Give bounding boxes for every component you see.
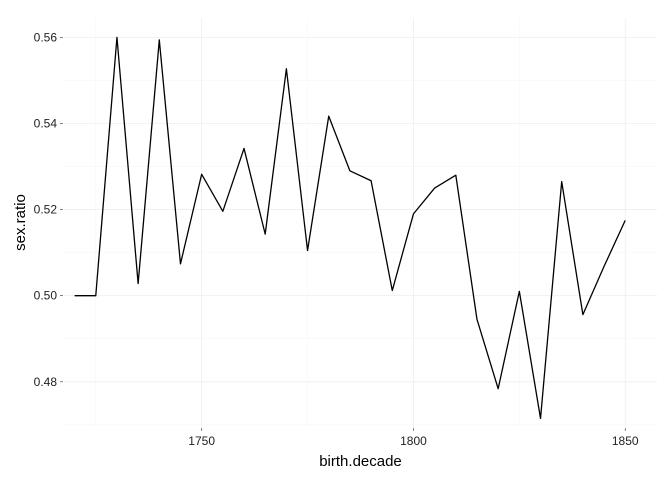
series-layer xyxy=(74,36,626,420)
x-axis-title: birth.decade xyxy=(319,453,402,470)
series-line xyxy=(74,36,626,420)
axes: 0.48 0.50 0.52 0.54 0.56 1750 1800 1850 xyxy=(34,30,639,448)
y-axis-title: sex.ratio xyxy=(12,194,29,251)
y-tick-label: 0.50 xyxy=(34,289,58,303)
y-tick-label: 0.48 xyxy=(34,375,58,389)
y-tick-label: 0.52 xyxy=(34,203,58,217)
x-tick-label: 1750 xyxy=(188,434,215,448)
y-tick-label: 0.54 xyxy=(34,116,58,130)
x-tick-label: 1800 xyxy=(400,434,427,448)
grid xyxy=(64,18,657,427)
x-tick-label: 1850 xyxy=(612,434,639,448)
y-tick-label: 0.56 xyxy=(34,30,58,44)
